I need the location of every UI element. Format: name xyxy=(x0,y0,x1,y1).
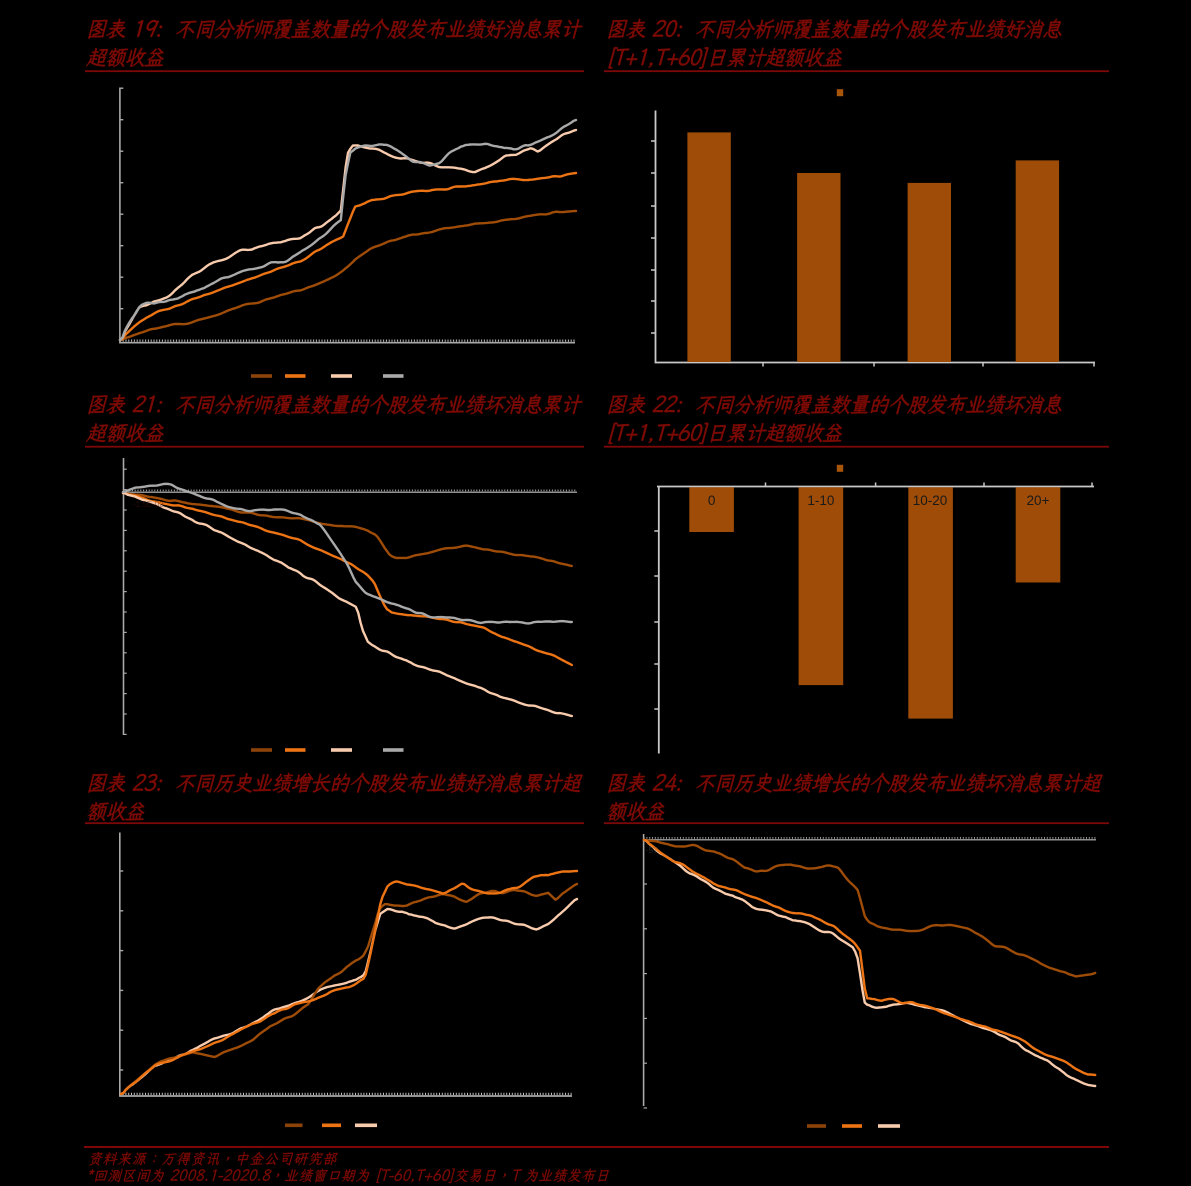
svg-text:1-10: 1-10 xyxy=(807,493,834,508)
svg-text:10-20: 10-20 xyxy=(913,493,948,508)
svg-text:-57: -57 xyxy=(646,846,658,855)
svg-text:20+: 20+ xyxy=(1027,493,1050,508)
svg-text:-1.5E-02: -1.5E-02 xyxy=(133,500,164,509)
svg-text:0: 0 xyxy=(708,493,716,508)
